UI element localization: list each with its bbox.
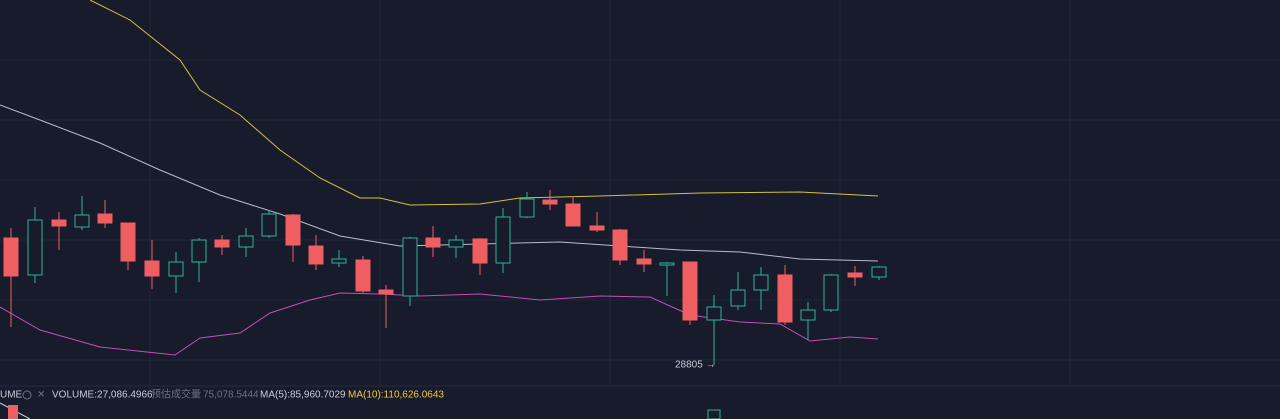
volume-value: VOLUME:27,086.4966 [52, 390, 153, 401]
grid [0, 0, 1280, 385]
candle-body [3, 237, 19, 277]
candle-body [706, 306, 722, 321]
candle-body [495, 216, 511, 264]
middle-band [0, 104, 879, 262]
candle-body [519, 198, 535, 218]
volume-bar [8, 405, 18, 419]
estimated-label: 预估成交量 [151, 388, 201, 401]
candle-body [261, 213, 277, 237]
low-annotation: 28805 → [675, 360, 716, 371]
candle-body [659, 262, 675, 266]
candle-body [565, 203, 581, 227]
candle-body [378, 289, 394, 295]
candle-body [823, 274, 839, 311]
ma5-value: MA(5):85,960.7029 [260, 390, 346, 401]
candle-body [542, 199, 558, 205]
candle-body [120, 222, 136, 262]
candle-body [682, 261, 698, 321]
candle-body [472, 238, 488, 264]
settings-icon[interactable] [22, 390, 32, 400]
candle-body [74, 214, 90, 228]
candle-body [97, 213, 113, 224]
candle-body [753, 274, 769, 291]
candle-body [589, 225, 605, 231]
close-icon[interactable]: ✕ [37, 390, 45, 401]
lower-band [0, 292, 879, 356]
candle-body [331, 258, 347, 264]
candle-body [355, 259, 371, 292]
candle-body [168, 261, 184, 277]
volume-bar [707, 409, 721, 419]
candle-body [144, 260, 160, 277]
candle-body [238, 235, 254, 248]
candle-body [871, 266, 887, 278]
candle-body [612, 229, 628, 261]
candle-body [308, 245, 324, 265]
candle-body [847, 272, 863, 278]
candle-body [777, 274, 793, 323]
candle-body [214, 239, 230, 248]
candle-body [730, 289, 746, 307]
estimated-value: 75,078.5444 [203, 390, 259, 401]
candle-body [51, 219, 67, 227]
candle-body [800, 309, 816, 321]
candle-body [448, 239, 464, 248]
upper-band [89, 0, 879, 206]
candle-body [27, 219, 43, 276]
ma10-value: MA(10):110,626.0643 [348, 390, 444, 401]
candle-body [402, 237, 418, 297]
candle-body [636, 258, 652, 265]
candle-body [425, 237, 441, 248]
indicator-name: UME [0, 390, 23, 401]
candle-body [191, 239, 207, 263]
candle-body [285, 214, 301, 246]
candles [3, 190, 887, 365]
